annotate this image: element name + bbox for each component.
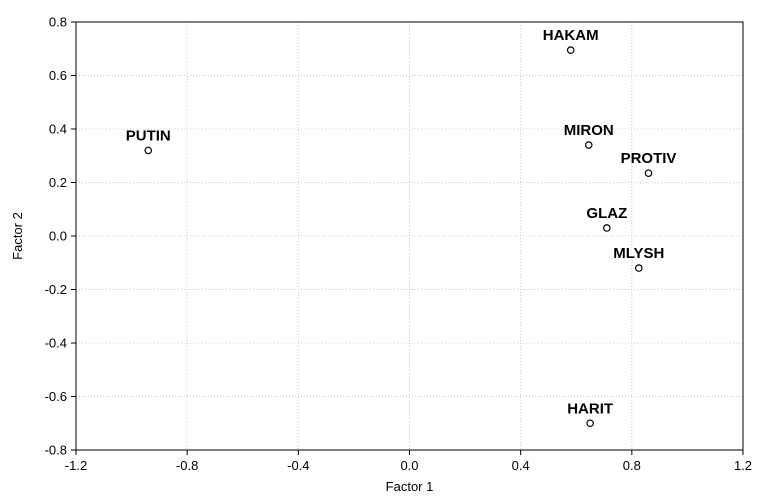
y-tick-label: -0.6 (45, 389, 67, 404)
x-tick-label: 0.0 (400, 458, 418, 473)
point-label: MLYSH (613, 245, 664, 262)
y-tick-label: 0.2 (49, 175, 67, 190)
scatter-point-putin: PUTIN (126, 127, 171, 155)
point-label: GLAZ (586, 205, 627, 222)
y-tick-label: -0.8 (45, 443, 67, 458)
point-marker (144, 146, 153, 155)
point-label: HARIT (567, 400, 613, 417)
scatter-point-mlysh: MLYSH (613, 245, 664, 272)
point-marker (586, 419, 594, 428)
point-marker (603, 224, 611, 232)
x-tick-label: 0.8 (623, 458, 641, 473)
scatter-point-harit: HARIT (567, 400, 613, 428)
y-axis: -0.8 -0.6 -0.4 -0.2 0.0 0.2 0.4 0.6 0.8 (45, 15, 76, 458)
scatter-point-hakam: HAKAM (543, 27, 599, 54)
y-tick-label: 0.0 (49, 229, 67, 244)
point-label: HAKAM (543, 27, 599, 44)
grid (76, 22, 743, 450)
x-tick-label: -0.4 (287, 458, 309, 473)
y-tick-label: 0.8 (49, 15, 67, 30)
point-label: PUTIN (126, 127, 171, 144)
y-axis-title: Factor 2 (10, 212, 25, 260)
point-label: PROTIV (621, 150, 677, 167)
point-marker (584, 141, 593, 149)
point-marker (644, 169, 653, 177)
x-tick-label: 1.2 (734, 458, 752, 473)
scatter-point-miron: MIRON (564, 122, 614, 149)
data-points: PUTIN HAKAM MIRON PROTIV GLAZ MLYSH HARIT (126, 27, 677, 428)
y-tick-label: 0.4 (49, 122, 67, 137)
point-marker (634, 264, 643, 272)
scatter-point-glaz: GLAZ (586, 205, 627, 232)
x-tick-label: -1.2 (65, 458, 87, 473)
scatter-point-protiv: PROTIV (621, 150, 677, 177)
x-axis-title: Factor 1 (386, 479, 434, 494)
x-tick-label: -0.8 (176, 458, 198, 473)
x-tick-label: 0.4 (512, 458, 530, 473)
point-label: MIRON (564, 122, 614, 139)
y-tick-label: -0.2 (45, 282, 67, 297)
point-marker (566, 46, 575, 54)
x-axis: -1.2 -0.8 -0.4 0.0 0.4 0.8 1.2 (65, 450, 752, 473)
y-tick-label: 0.6 (49, 68, 67, 83)
y-tick-label: -0.4 (45, 336, 67, 351)
